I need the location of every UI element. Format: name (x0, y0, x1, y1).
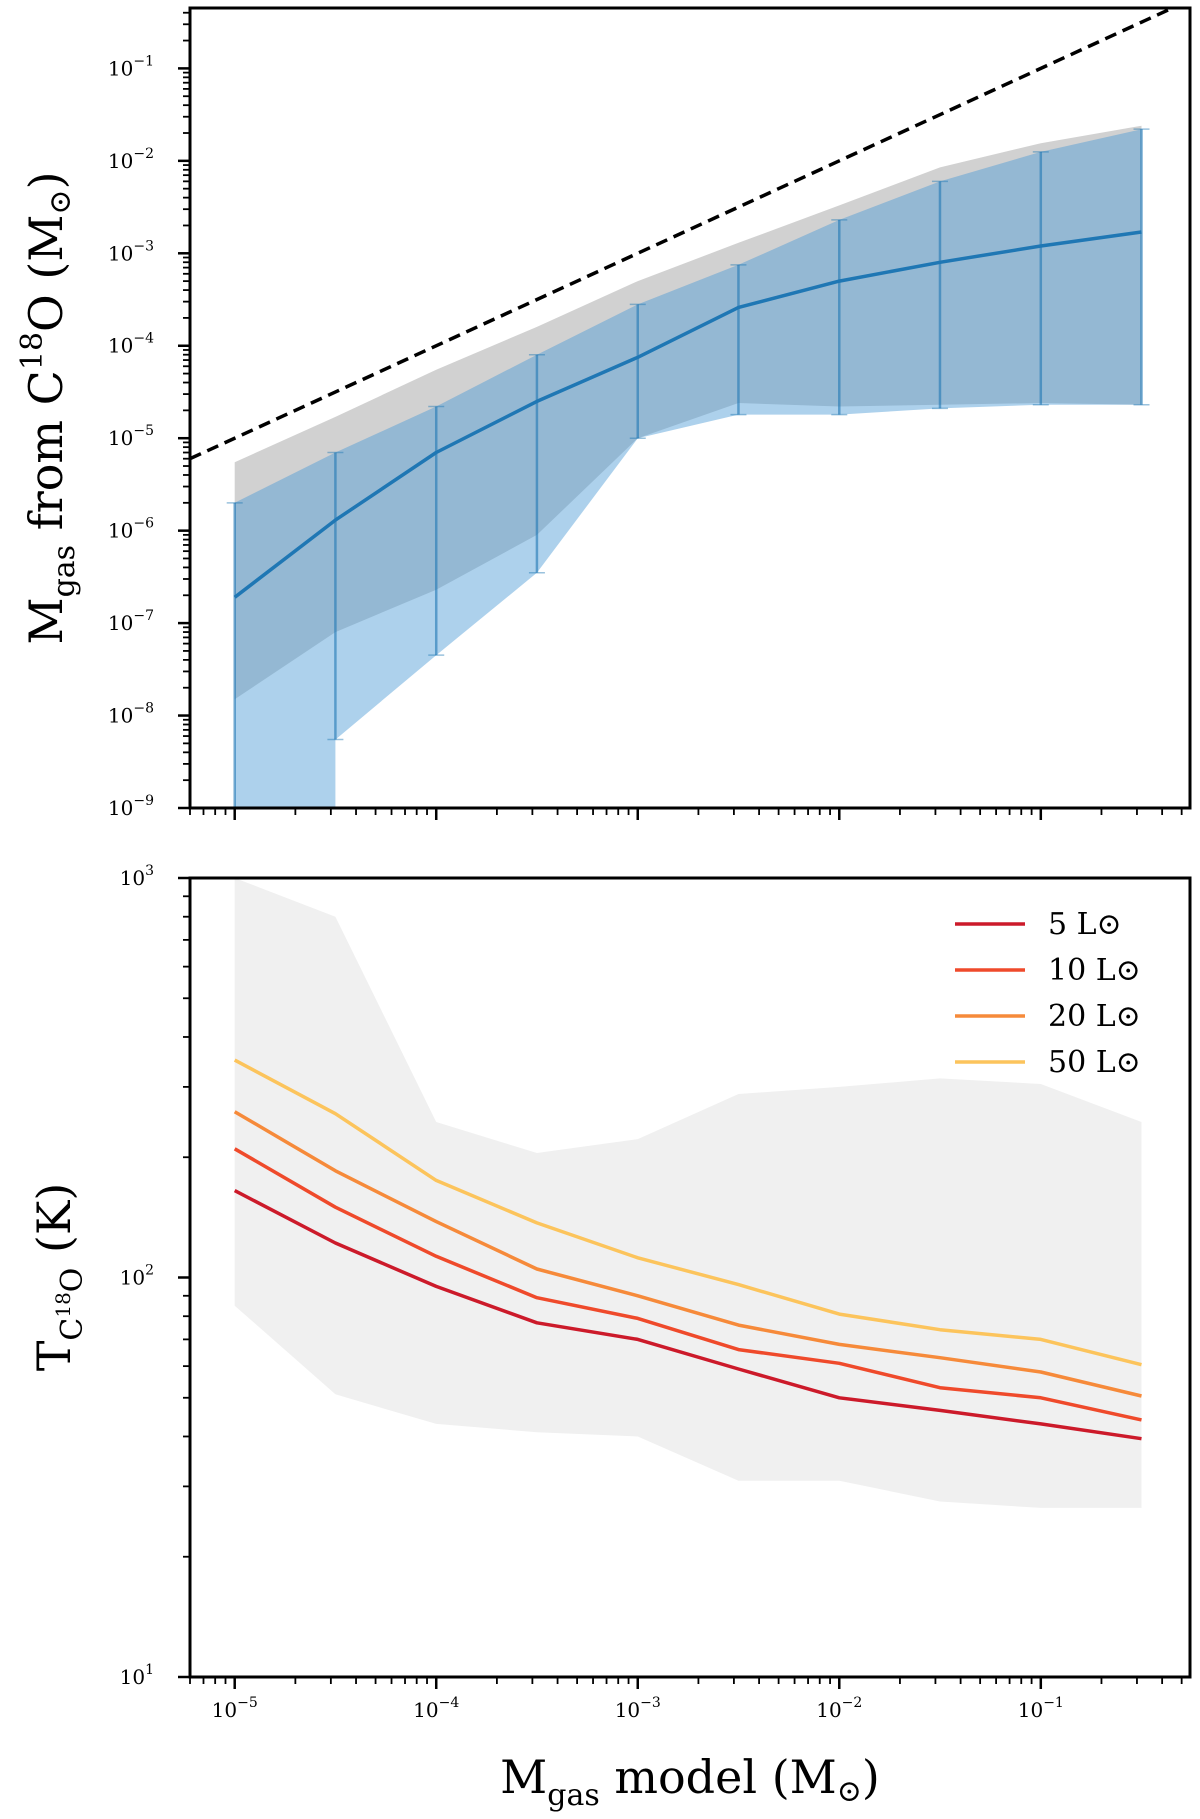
x-tick-label: 10−4 (413, 1695, 459, 1722)
bottom-y-axis-label: TC18O (K) (27, 1183, 90, 1372)
bottom-plot-area (233, 878, 1142, 1508)
bottom-series-line-2 (233, 1110, 1142, 1398)
x-tick-label: 10−2 (816, 1695, 862, 1722)
y-tick-label: 10−4 (108, 331, 154, 358)
y-tick-label: 10−6 (108, 516, 154, 543)
y-tick-label: 101 (120, 1662, 154, 1689)
y-tick-label: 10−7 (108, 608, 154, 635)
legend-label: 20 L⊙ (1048, 999, 1141, 1034)
top-panel: 10−9 10−8 10−7 10−6 10−5 10−4 10−3 10−2 10−1 Mga… (15, 6, 1192, 820)
bottom-y-tick-labels: 101 102 103 (120, 863, 154, 1689)
top-grey-range-band (234, 125, 1142, 700)
top-y-tick-labels: 10−9 10−8 10−7 10−6 10−5 10−4 10−3 10−2 10−1 (108, 53, 154, 820)
top-plot-area (190, 8, 1177, 808)
y-tick-label: 10−8 (108, 701, 154, 728)
one-to-one-dashed-line (190, 8, 1177, 461)
legend-label: 5 L⊙ (1048, 907, 1122, 942)
bottom-panel: 101 102 103 10−5 10−4 10−3 10−2 10−1 TC18O (K)… (27, 863, 1192, 1813)
blue-range-band (234, 129, 1142, 808)
bottom-series-line-3 (233, 1058, 1142, 1367)
x-tick-label: 10−5 (212, 1695, 258, 1722)
y-tick-label: 102 (120, 1263, 154, 1290)
top-axes-frame (188, 6, 1192, 810)
bottom-x-tick-labels: 10−5 10−4 10−3 10−2 10−1 (212, 1695, 1064, 1722)
x-tick-label: 10−1 (1018, 1695, 1064, 1722)
y-tick-label: 10−5 (108, 423, 154, 450)
top-tick-marks (178, 11, 1183, 820)
y-tick-label: 10−2 (108, 146, 154, 173)
legend-label: 10 L⊙ (1048, 953, 1141, 988)
x-axis-label: Mgas model (M⊙) (500, 1750, 880, 1813)
y-tick-label: 10−3 (108, 238, 154, 265)
y-tick-label: 10−9 (108, 793, 154, 820)
bottom-tick-marks (178, 876, 1183, 1689)
bottom-series-line-1 (233, 1147, 1142, 1422)
top-series-line-0 (233, 230, 1142, 599)
top-y-axis-label: Mgas from C18O (M⊙) (15, 171, 82, 644)
bottom-grey-range-band (234, 878, 1142, 1508)
y-tick-label: 10−1 (108, 53, 154, 80)
x-tick-label: 10−3 (615, 1695, 661, 1722)
bottom-series-line-0 (233, 1189, 1142, 1441)
legend-label: 50 L⊙ (1048, 1045, 1141, 1080)
legend: 5 L⊙ 10 L⊙ 20 L⊙ 50 L⊙ (955, 907, 1141, 1080)
y-tick-label: 103 (120, 863, 154, 890)
